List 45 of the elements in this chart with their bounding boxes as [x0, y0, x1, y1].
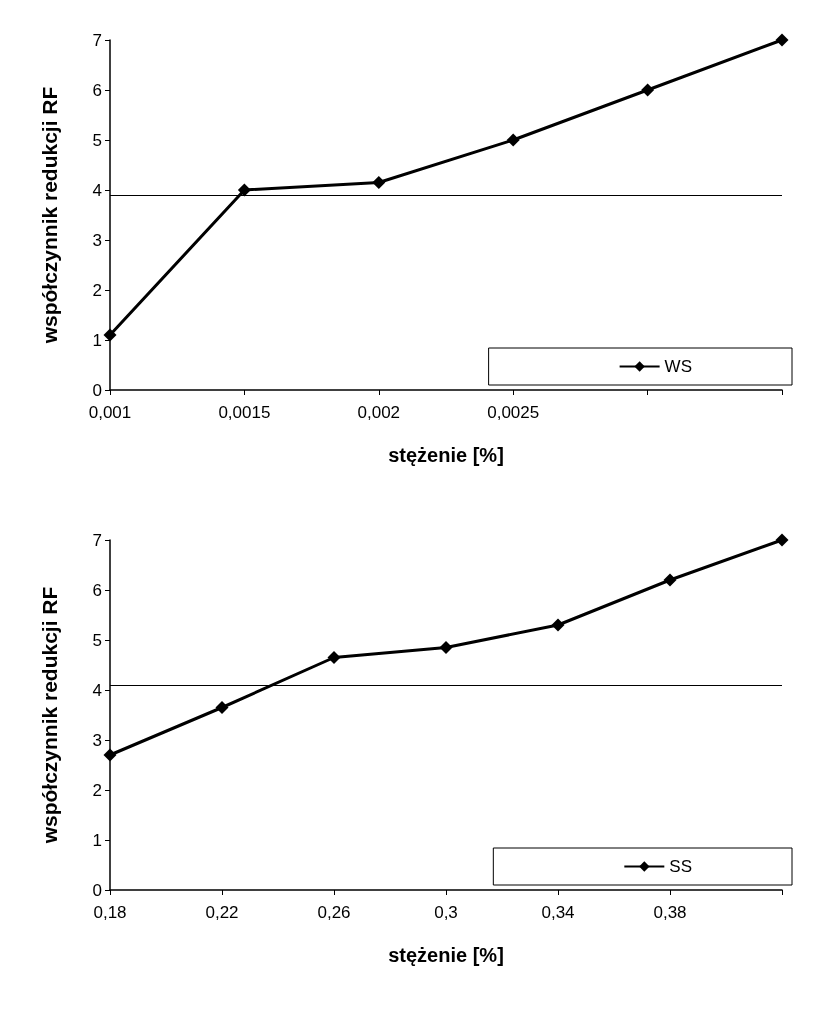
- legend-label: SS: [669, 857, 693, 876]
- point: [103, 748, 117, 762]
- x-tick-label: 0,3: [434, 903, 458, 922]
- point: [327, 651, 341, 664]
- x-axis-title: stężenie [%]: [388, 444, 504, 466]
- point: [506, 133, 520, 147]
- point: [439, 641, 453, 654]
- y-tick-label: 5: [92, 630, 102, 650]
- point: [641, 83, 655, 97]
- y-tick-label: 3: [92, 730, 102, 750]
- y-tick-label: 4: [92, 180, 102, 200]
- point: [775, 33, 789, 47]
- x-axis-title: stężenie [%]: [388, 944, 504, 966]
- x-tick-label: 0,18: [93, 903, 127, 922]
- y-tick-label: 0: [92, 380, 102, 400]
- point: [372, 176, 386, 189]
- y-tick-label: 1: [92, 330, 102, 350]
- y-tick-label: 5: [92, 130, 102, 150]
- point: [775, 533, 789, 547]
- point: [551, 618, 565, 632]
- point: [663, 573, 677, 587]
- y-tick-label: 2: [92, 780, 102, 800]
- x-tick-label: 0,001: [88, 403, 132, 422]
- y-tick-label: 3: [92, 230, 102, 250]
- y-axis-title: współczynnik redukcji RF: [38, 586, 61, 845]
- x-tick-label: 0,22: [205, 903, 239, 922]
- y-tick-label: 7: [92, 30, 102, 50]
- x-tick-label: 0,26: [317, 903, 351, 922]
- x-tick-label: 0,0025: [487, 403, 540, 422]
- y-axis-title: współczynnik redukcji RF: [38, 86, 61, 345]
- legend-label: WS: [664, 357, 693, 376]
- y-tick-label: 4: [92, 680, 102, 700]
- y-tick-label: 1: [92, 830, 102, 850]
- y-tick-label: 6: [92, 80, 102, 100]
- x-tick-label: 0,0015: [218, 403, 271, 422]
- y-tick-label: 7: [92, 530, 102, 550]
- x-tick-label: 0,38: [653, 903, 687, 922]
- point: [237, 183, 251, 197]
- y-tick-label: 6: [92, 580, 102, 600]
- y-tick-label: 2: [92, 280, 102, 300]
- x-tick-label: 0,34: [541, 903, 575, 922]
- point: [103, 328, 117, 342]
- x-tick-label: 0,002: [357, 403, 401, 422]
- y-tick-label: 0: [92, 880, 102, 900]
- point: [215, 701, 229, 714]
